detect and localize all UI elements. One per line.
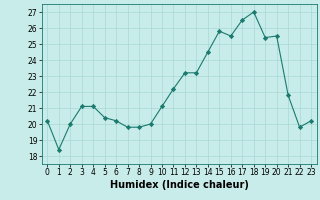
- X-axis label: Humidex (Indice chaleur): Humidex (Indice chaleur): [110, 180, 249, 190]
